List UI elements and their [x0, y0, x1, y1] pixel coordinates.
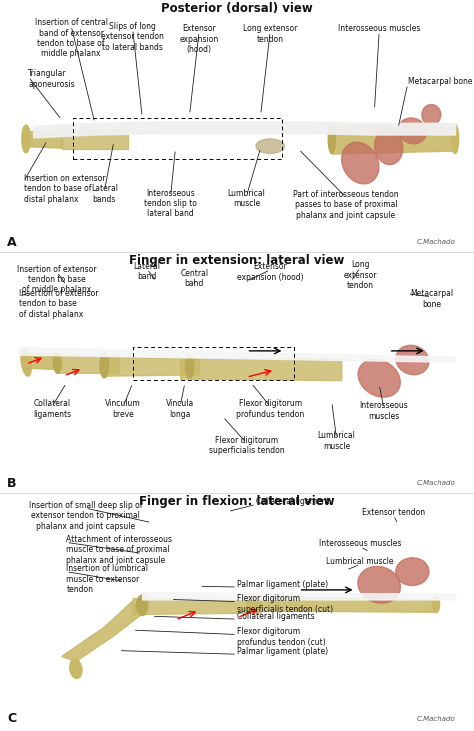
Text: C.Machado: C.Machado [417, 239, 456, 245]
Ellipse shape [358, 360, 401, 397]
Ellipse shape [53, 353, 61, 374]
Text: Finger in flexion: lateral view: Finger in flexion: lateral view [139, 495, 335, 508]
Ellipse shape [358, 567, 401, 603]
Text: Insertion of small deep slip of
extensor tendon to proximal
phalanx and joint ca: Insertion of small deep slip of extensor… [28, 501, 142, 531]
Ellipse shape [100, 353, 109, 378]
Text: Vincula
longa: Vincula longa [166, 399, 194, 419]
Text: Slips of long
extensor tendon
to lateral bands: Slips of long extensor tendon to lateral… [101, 22, 164, 52]
Text: Flexor digitorum
superficialis tendon: Flexor digitorum superficialis tendon [209, 436, 284, 455]
Text: Lateral
band: Lateral band [134, 262, 160, 281]
Text: Vinculum
breve: Vinculum breve [105, 399, 141, 419]
Text: Long
extensor
tendon: Long extensor tendon [344, 260, 377, 290]
Text: C: C [7, 712, 16, 725]
Text: Insertion of extensor
tendon to base
of distal phalanx: Insertion of extensor tendon to base of … [19, 289, 99, 319]
Text: Interosseous muscles: Interosseous muscles [319, 539, 401, 548]
Text: Insertion on extensor
tendon to base of
distal phalanx: Insertion on extensor tendon to base of … [24, 174, 105, 204]
Text: Collateral
ligaments: Collateral ligaments [33, 399, 71, 419]
Text: Flexor digitorum
profundus tendon (cut): Flexor digitorum profundus tendon (cut) [237, 627, 326, 647]
Ellipse shape [432, 596, 440, 613]
Text: Interosseous
muscles: Interosseous muscles [360, 401, 408, 421]
Text: Interosseous
tendon slip to
lateral band: Interosseous tendon slip to lateral band [144, 189, 197, 219]
Ellipse shape [374, 129, 403, 164]
Text: Insertion of lumbrical
muscle to extensor
tendon: Insertion of lumbrical muscle to extenso… [66, 564, 148, 594]
Text: Posterior (dorsal) view: Posterior (dorsal) view [161, 2, 313, 15]
Ellipse shape [342, 142, 379, 184]
Text: C.Machado: C.Machado [417, 480, 456, 486]
Text: Insertion of extensor
tendon to base
of middle phalanx: Insertion of extensor tendon to base of … [17, 265, 97, 295]
Text: Palmar ligament (plate): Palmar ligament (plate) [237, 580, 328, 588]
Text: Lateral
bands: Lateral bands [91, 184, 118, 204]
Text: Attachment of interosseous
muscle to base of proximal
phalanx and joint capsule: Attachment of interosseous muscle to bas… [66, 535, 173, 565]
Text: Finger in extension: lateral view: Finger in extension: lateral view [129, 254, 345, 267]
Text: Palmar ligament (plate): Palmar ligament (plate) [237, 647, 328, 656]
Ellipse shape [22, 125, 30, 153]
Text: Long extensor
tendon: Long extensor tendon [243, 24, 297, 44]
Text: Collateral ligament: Collateral ligament [256, 497, 329, 506]
Ellipse shape [256, 139, 284, 154]
Text: Extensor
expansion (hood): Extensor expansion (hood) [237, 262, 303, 282]
Ellipse shape [21, 348, 31, 376]
Text: Extensor tendon: Extensor tendon [362, 508, 425, 517]
Text: B: B [7, 477, 17, 490]
Ellipse shape [328, 124, 335, 154]
Ellipse shape [451, 124, 458, 154]
Text: Collateral ligaments: Collateral ligaments [237, 612, 315, 621]
Text: Flexor digitorum
profundus tendon: Flexor digitorum profundus tendon [236, 399, 304, 419]
Text: Central
band: Central band [180, 269, 209, 289]
Polygon shape [62, 601, 142, 662]
Text: Interosseous muscles: Interosseous muscles [338, 24, 420, 33]
Text: Triangular
aponeurosis: Triangular aponeurosis [28, 69, 75, 89]
Text: Metacarpal bone: Metacarpal bone [408, 77, 472, 86]
Text: Insertion of central
band of extensor
tendon to base of
middle phalanx: Insertion of central band of extensor te… [35, 18, 108, 58]
Text: Flexor digitorum
superficialis tendon (cut): Flexor digitorum superficialis tendon (c… [237, 594, 333, 614]
Text: Lumbrical
muscle: Lumbrical muscle [228, 189, 265, 208]
Ellipse shape [185, 356, 194, 378]
Text: C.Machado: C.Machado [417, 716, 456, 722]
Ellipse shape [398, 118, 427, 144]
Ellipse shape [137, 595, 148, 616]
Text: A: A [7, 235, 17, 249]
Ellipse shape [396, 345, 429, 375]
Ellipse shape [422, 105, 441, 125]
Text: Part of interosseous tendon
passes to base of proximal
phalanx and joint capsule: Part of interosseous tendon passes to ba… [293, 190, 399, 220]
Ellipse shape [70, 659, 82, 678]
Text: Lumbrical muscle: Lumbrical muscle [327, 557, 394, 566]
Text: Lumbrical
muscle: Lumbrical muscle [318, 431, 356, 451]
Text: Metacarpal
bone: Metacarpal bone [410, 289, 453, 309]
Ellipse shape [396, 558, 429, 586]
Text: Extensor
expansion
(hood): Extensor expansion (hood) [180, 24, 219, 54]
